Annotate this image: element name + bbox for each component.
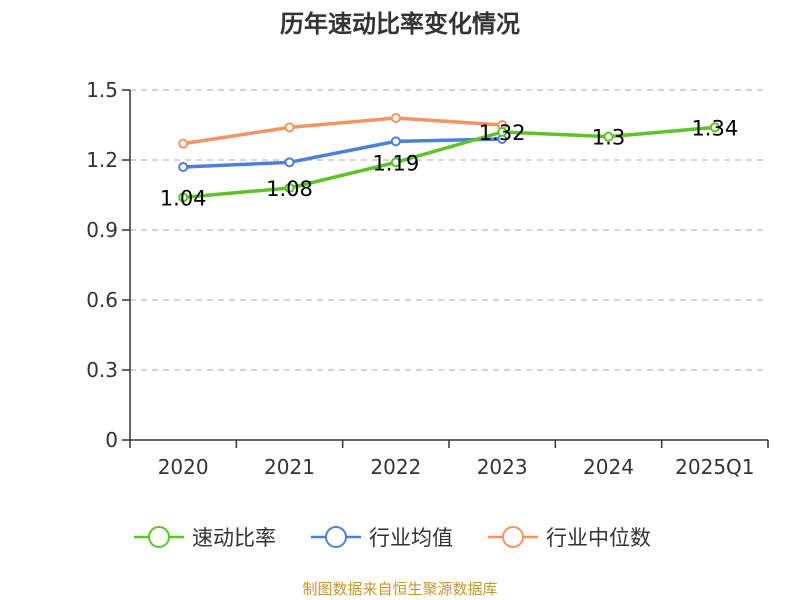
data-label: 1.04 — [160, 186, 207, 210]
data-point[interactable] — [390, 113, 401, 123]
legend-label: 行业中位数 — [546, 526, 651, 550]
y-tick-label: 1.5 — [86, 78, 118, 102]
data-label: 1.08 — [266, 177, 313, 201]
axes: 0 0.3 0.6 0.9 1.2 1.5 2020 2021 2022 2023 2024 2025… — [86, 78, 769, 479]
legend-label: 速动比率 — [192, 526, 276, 550]
y-tick-label: 1.2 — [86, 148, 118, 172]
data-label: 1.34 — [691, 116, 738, 140]
data-point[interactable] — [178, 138, 189, 149]
y-tick-label: 0 — [105, 428, 118, 452]
series-line-0 — [183, 125, 715, 200]
x-tick-label: 2020 — [158, 455, 209, 479]
data-point[interactable] — [178, 192, 189, 203]
data-point[interactable] — [497, 127, 508, 137]
data-point[interactable] — [178, 162, 189, 172]
chart-title: 历年速动比率变化情况 — [280, 10, 520, 38]
x-tick-label: 2025Q1 — [675, 455, 754, 479]
data-point[interactable] — [284, 122, 295, 133]
x-tick-label: 2024 — [583, 455, 634, 479]
data-point[interactable] — [709, 122, 720, 133]
data-label: 1.3 — [592, 126, 625, 150]
data-point[interactable] — [284, 183, 295, 193]
legend-marker — [148, 526, 170, 548]
series-line-1 — [183, 137, 503, 169]
x-tick-label: 2023 — [477, 455, 528, 479]
legend-label: 行业均值 — [369, 526, 453, 550]
grid — [130, 89, 768, 371]
data-point[interactable] — [284, 157, 295, 168]
data-label: 1.19 — [372, 151, 419, 175]
y-tick-label: 0.9 — [86, 218, 118, 242]
source-note: 制图数据来自恒生聚源数据库 — [302, 580, 497, 598]
series-lines — [178, 113, 720, 203]
data-labels: 1.04 1.08 1.19 1.32 1.3 1.34 — [160, 116, 738, 210]
legend-marker — [502, 526, 524, 548]
legend-marker — [325, 526, 347, 548]
data-point[interactable] — [390, 157, 401, 168]
y-tick-label: 0.3 — [86, 358, 118, 382]
data-label: 1.32 — [479, 121, 526, 145]
y-tick-label: 0.6 — [86, 288, 118, 312]
legend[interactable]: 速动比率 行业均值 行业中位数 — [134, 526, 651, 550]
x-tick-label: 2022 — [370, 455, 421, 479]
data-point[interactable] — [603, 131, 614, 142]
legend-item[interactable]: 行业中位数 — [488, 526, 651, 550]
legend-item[interactable]: 速动比率 — [134, 526, 276, 550]
legend-item[interactable]: 行业均值 — [311, 526, 453, 550]
x-tick-label: 2021 — [264, 455, 315, 479]
data-point[interactable] — [390, 136, 401, 147]
series-line-2 — [182, 116, 503, 146]
